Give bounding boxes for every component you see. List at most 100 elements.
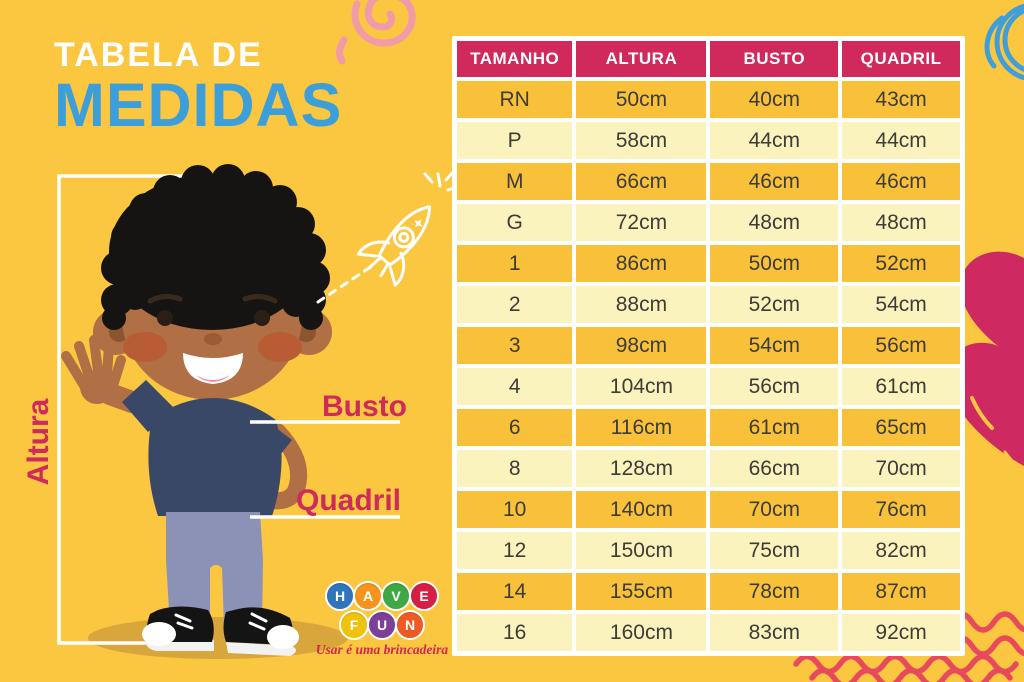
table-cell: M — [457, 163, 573, 200]
table-cell: 104cm — [576, 368, 707, 405]
table-cell: 66cm — [710, 450, 839, 487]
page-title: TABELA DE MEDIDAS — [54, 38, 342, 136]
table-cell: 72cm — [576, 204, 707, 241]
table-row: 14 155cm 78cm 87cm — [457, 573, 960, 610]
table-cell: 46cm — [842, 163, 960, 200]
logo-letter-ball: F — [339, 610, 369, 640]
table-row: 10 140cm 70cm 76cm — [457, 491, 960, 528]
table-cell: 116cm — [576, 409, 707, 446]
table-cell: 58cm — [576, 122, 707, 159]
ground-shadow — [88, 617, 348, 659]
table-cell: 12 — [457, 532, 573, 569]
table-row: RN 50cm 40cm 43cm — [457, 81, 960, 118]
table-cell: 70cm — [710, 491, 839, 528]
table-cell: 10 — [457, 491, 573, 528]
table-cell: 54cm — [842, 286, 960, 323]
table-cell: 2 — [457, 286, 573, 323]
table-cell: 150cm — [576, 532, 707, 569]
label-busto: Busto — [322, 390, 407, 423]
table-cell: 56cm — [710, 368, 839, 405]
table-cell: 78cm — [710, 573, 839, 610]
table-cell: 160cm — [576, 614, 707, 651]
table-cell: 140cm — [576, 491, 707, 528]
table-cell: 52cm — [710, 286, 839, 323]
table-cell: 46cm — [710, 163, 839, 200]
table-cell: 44cm — [842, 122, 960, 159]
table-cell: 83cm — [710, 614, 839, 651]
table-cell: 50cm — [576, 81, 707, 118]
table-cell: 87cm — [842, 573, 960, 610]
table-cell: 61cm — [842, 368, 960, 405]
title-line-2: MEDIDAS — [54, 71, 343, 139]
table-cell: 44cm — [710, 122, 839, 159]
measure-bracket — [57, 174, 207, 645]
logo-letter-ball: H — [325, 581, 355, 611]
scribble-circle-icon — [984, 3, 1024, 81]
table-cell: 61cm — [710, 409, 839, 446]
table-cell: 48cm — [710, 204, 839, 241]
table-row: 12 150cm 75cm 82cm — [457, 532, 960, 569]
table-row: 16 160cm 83cm 92cm — [457, 614, 960, 651]
table-cell: 128cm — [576, 450, 707, 487]
table-row: 1 86cm 50cm 52cm — [457, 245, 960, 282]
table-cell: 155cm — [576, 573, 707, 610]
column-header: ALTURA — [576, 41, 707, 77]
table-cell: 92cm — [842, 614, 960, 651]
table-row: G 72cm 48cm 48cm — [457, 204, 960, 241]
table-cell: 6 — [457, 409, 573, 446]
table-row: P 58cm 44cm 44cm — [457, 122, 960, 159]
table-cell: G — [457, 204, 573, 241]
table-cell: 40cm — [710, 81, 839, 118]
size-table-header-row: TAMANHO ALTURA BUSTO QUADRIL — [457, 41, 960, 77]
size-table: TAMANHO ALTURA BUSTO QUADRIL RN 50cm 40cm 43cm… — [452, 36, 965, 656]
table-cell: 4 — [457, 368, 573, 405]
column-header: TAMANHO — [457, 41, 573, 77]
title-line-1: TABELA DE — [54, 36, 263, 74]
table-cell: P — [457, 122, 573, 159]
spiral-icon — [336, 0, 416, 65]
table-cell: 56cm — [842, 327, 960, 364]
logo-letter-ball: U — [367, 610, 397, 640]
table-row: 8 128cm 66cm 70cm — [457, 450, 960, 487]
logo-letter-ball: N — [395, 610, 425, 640]
table-cell: 43cm — [842, 81, 960, 118]
table-cell: 75cm — [710, 532, 839, 569]
logo-letter-ball: E — [409, 581, 439, 611]
rocket-icon — [316, 169, 461, 304]
logo-letter-ball: A — [353, 581, 383, 611]
column-header: QUADRIL — [842, 41, 960, 77]
table-cell: 76cm — [842, 491, 960, 528]
table-row: 3 98cm 54cm 56cm — [457, 327, 960, 364]
table-cell: 52cm — [842, 245, 960, 282]
size-table-body: RN 50cm 40cm 43cm P 58cm 44cm 44cm M 66cm 46cm 46cm… — [457, 81, 960, 651]
table-cell: RN — [457, 81, 573, 118]
table-cell: 50cm — [710, 245, 839, 282]
table-cell: 86cm — [576, 245, 707, 282]
table-cell: 48cm — [842, 204, 960, 241]
table-cell: 70cm — [842, 450, 960, 487]
table-row: 4 104cm 56cm 61cm — [457, 368, 960, 405]
label-altura: Altura — [22, 398, 55, 486]
table-row: 2 88cm 52cm 54cm — [457, 286, 960, 323]
table-cell: 66cm — [576, 163, 707, 200]
label-quadril: Quadril — [296, 484, 402, 517]
table-cell: 14 — [457, 573, 573, 610]
column-header: BUSTO — [710, 41, 839, 77]
table-row: M 66cm 46cm 46cm — [457, 163, 960, 200]
table-cell: 54cm — [710, 327, 839, 364]
table-cell: 82cm — [842, 532, 960, 569]
boy-illustration — [61, 164, 332, 656]
table-cell: 8 — [457, 450, 573, 487]
table-cell: 98cm — [576, 327, 707, 364]
heart-icon — [947, 251, 1024, 470]
table-row: 6 116cm 61cm 65cm — [457, 409, 960, 446]
waves-icon — [793, 611, 1024, 682]
table-cell: 16 — [457, 614, 573, 651]
table-cell: 1 — [457, 245, 573, 282]
table-cell: 3 — [457, 327, 573, 364]
logo-letter-ball: V — [381, 581, 411, 611]
